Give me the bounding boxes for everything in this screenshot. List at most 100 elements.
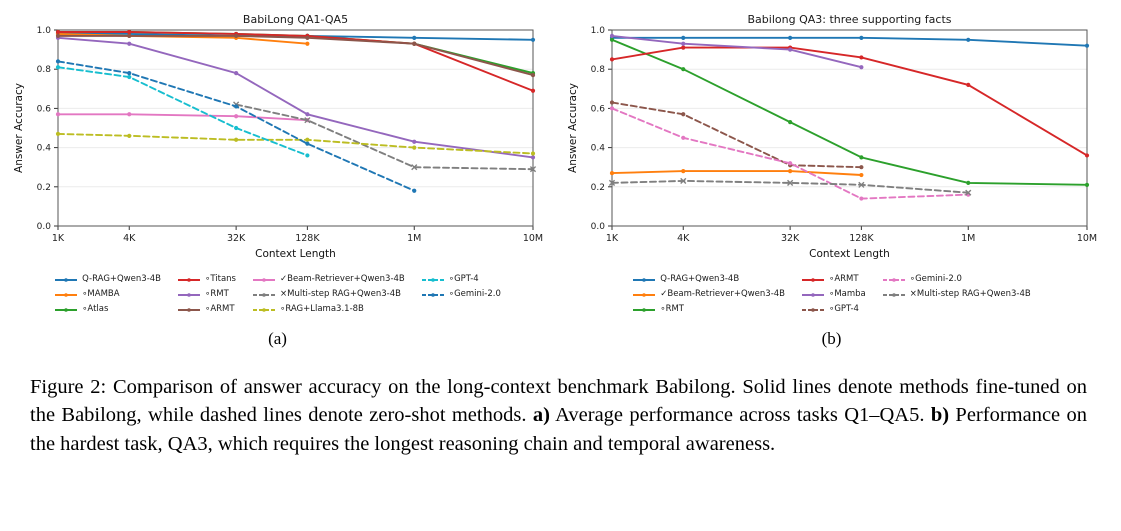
legend-item: ∘Mamba	[801, 287, 866, 302]
legend-label: ∘GPT-4	[829, 304, 859, 314]
legend-line-sample-icon	[178, 277, 201, 282]
legend-line-sample-icon	[253, 277, 275, 282]
legend-item: ∘RMT	[177, 287, 236, 302]
caption-segment: Figure 2: Comparison of answer accuracy …	[30, 376, 1087, 427]
legend-item: ✓Beam-Retriever+Qwen3-4B	[632, 287, 785, 302]
legend-line-sample-icon	[882, 292, 905, 297]
legend-label: ∘Atlas	[82, 304, 109, 314]
legend-label: ∘Gemini-2.0	[448, 289, 501, 299]
figure-panel-a: BabiLong QA1-QA5 0.0 0.2 0.4 0.6 0.8 1.0 1K 4K 32…	[10, 12, 545, 349]
chart-b-legend: Q-RAG+Qwen3-4B ✓Beam-Retriever+Qwen3-4B ∘R…	[632, 272, 1031, 317]
legend-line-sample-icon	[253, 307, 275, 312]
legend-label: ∘MAMBA	[82, 289, 120, 299]
legend-item: ∘GPT-4	[801, 302, 866, 317]
caption-segment: Performance on the hardest task, QA3, wh…	[30, 404, 1087, 455]
legend-label: ∘GPT-4	[448, 274, 479, 284]
legend-line-sample-icon	[55, 307, 78, 312]
svg-text:32K: 32K	[227, 233, 246, 244]
svg-text:Context Length: Context Length	[809, 248, 890, 260]
svg-text:0.8: 0.8	[591, 65, 606, 75]
legend-label: ∘ARMT	[829, 274, 859, 284]
legend-label: ∘RMT	[205, 289, 229, 299]
legend-item: Q-RAG+Qwen3-4B	[54, 272, 161, 287]
legend-label: ∘RMT	[660, 304, 685, 314]
svg-text:0.4: 0.4	[37, 144, 52, 154]
legend-line-sample-icon	[253, 292, 275, 297]
svg-text:1K: 1K	[606, 233, 619, 244]
svg-text:0.6: 0.6	[591, 104, 606, 114]
legend-line-sample-icon	[802, 292, 825, 297]
legend-label: ∘ARMT	[205, 304, 235, 314]
svg-text:1M: 1M	[407, 233, 421, 244]
svg-text:1K: 1K	[52, 233, 65, 244]
legend-line-sample-icon	[633, 307, 656, 312]
legend-line-sample-icon	[882, 277, 905, 282]
svg-text:Answer Accuracy: Answer Accuracy	[567, 83, 579, 173]
svg-text:Context Length: Context Length	[255, 248, 336, 260]
legend-item: ∘ARMT	[801, 272, 866, 287]
legend-label: Q-RAG+Qwen3-4B	[660, 274, 740, 284]
legend-line-sample-icon	[55, 292, 78, 297]
subcaption-b: (b)	[821, 329, 842, 348]
legend-item: ∘Gemini-2.0	[421, 287, 501, 302]
svg-text:0.0: 0.0	[37, 222, 52, 232]
svg-text:Answer Accuracy: Answer Accuracy	[13, 83, 25, 173]
legend-line-sample-icon	[178, 292, 201, 297]
svg-text:0.0: 0.0	[591, 222, 606, 232]
caption-segment: b)	[930, 404, 950, 427]
legend-item: ∘ARMT	[177, 302, 236, 317]
chart-b-svg: Babilong QA3: three supporting facts 0.0 0…	[567, 13, 1097, 260]
legend-line-sample-icon	[633, 292, 656, 297]
legend-item: ×Multi-step RAG+Qwen3-4B	[252, 287, 405, 302]
legend-label: ×Multi-step RAG+Qwen3-4B	[280, 289, 401, 299]
caption-segment: Average performance across tasks Q1–QA5.	[549, 404, 931, 427]
legend-label: ∘Mamba	[829, 289, 866, 299]
legend-line-sample-icon	[633, 277, 656, 282]
svg-text:1M: 1M	[961, 233, 975, 244]
legend-label: ∘Titans	[205, 274, 236, 284]
legend-label: Q-RAG+Qwen3-4B	[82, 274, 162, 284]
svg-text:4K: 4K	[677, 233, 690, 244]
legend-item: Q-RAG+Qwen3-4B	[632, 272, 785, 287]
svg-text:BabiLong QA1-QA5: BabiLong QA1-QA5	[243, 13, 348, 26]
legend-line-sample-icon	[802, 307, 825, 312]
legend-line-sample-icon	[421, 277, 444, 282]
caption-segment: a)	[532, 404, 550, 427]
subcaption-a: (a)	[268, 329, 287, 348]
legend-item: ✓Beam-Retriever+Qwen3-4B	[252, 272, 405, 287]
svg-text:10M: 10M	[523, 233, 543, 244]
svg-text:0.4: 0.4	[591, 144, 606, 154]
legend-line-sample-icon	[178, 307, 201, 312]
legend-line-sample-icon	[802, 277, 825, 282]
legend-label: ✓Beam-Retriever+Qwen3-4B	[280, 274, 405, 284]
legend-line-sample-icon	[421, 292, 444, 297]
legend-line-sample-icon	[55, 277, 78, 282]
svg-text:1.0: 1.0	[37, 26, 52, 36]
legend-item: ∘RMT	[632, 302, 785, 317]
svg-text:128K: 128K	[295, 233, 320, 244]
svg-text:0.2: 0.2	[591, 183, 605, 193]
legend-item: ×Multi-step RAG+Qwen3-4B	[882, 287, 1031, 302]
legend-item: ∘Gemini-2.0	[882, 272, 1031, 287]
figure-caption: Figure 2: Comparison of answer accuracy …	[30, 373, 1087, 458]
legend-item: ∘RAG+Llama3.1-8B	[252, 302, 405, 317]
svg-text:128K: 128K	[849, 233, 874, 244]
svg-text:0.6: 0.6	[37, 104, 52, 114]
svg-text:1.0: 1.0	[591, 26, 606, 36]
legend-item: ∘GPT-4	[421, 272, 501, 287]
svg-text:0.8: 0.8	[37, 65, 52, 75]
chart-a-legend: Q-RAG+Qwen3-4B ∘MAMBA ∘Atlas ∘Titans ∘RMT ∘AR…	[54, 272, 501, 317]
legend-label: ✓Beam-Retriever+Qwen3-4B	[660, 289, 786, 299]
svg-text:10M: 10M	[1077, 233, 1097, 244]
legend-label: ∘RAG+Llama3.1-8B	[280, 304, 364, 314]
legend-item: ∘MAMBA	[54, 287, 161, 302]
svg-text:32K: 32K	[781, 233, 800, 244]
figure-panel-b: Babilong QA3: three supporting facts 0.0 0…	[564, 12, 1099, 349]
legend-label: ∘Gemini-2.0	[909, 274, 962, 284]
legend-label: ×Multi-step RAG+Qwen3-4B	[909, 289, 1031, 299]
legend-item: ∘Titans	[177, 272, 236, 287]
svg-text:4K: 4K	[123, 233, 136, 244]
svg-text:Babilong QA3: three supporting: Babilong QA3: three supporting facts	[748, 13, 952, 26]
chart-a-svg: BabiLong QA1-QA5 0.0 0.2 0.4 0.6 0.8 1.0 1K 4K 32…	[13, 13, 543, 260]
figure-2-panels: BabiLong QA1-QA5 0.0 0.2 0.4 0.6 0.8 1.0 1K 4K 32…	[10, 12, 1099, 349]
